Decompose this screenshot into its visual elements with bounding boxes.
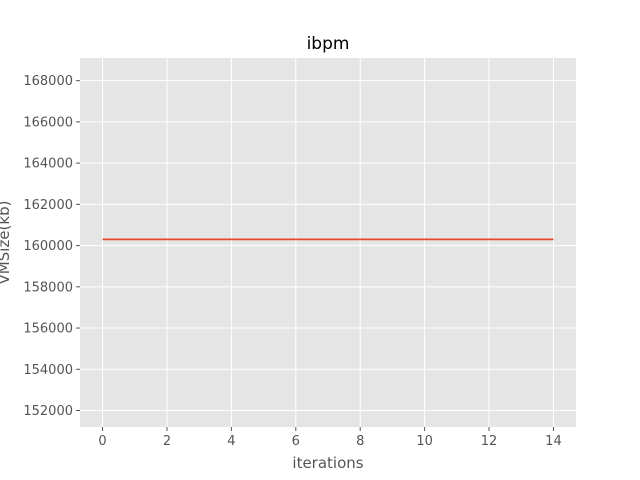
x-tick-label: 0: [98, 434, 106, 449]
y-tick-label: 158000: [23, 280, 73, 295]
axis-ticks: 0 2 4 6 8 10 12 14 152000 154000 156000 158000 16000…: [23, 74, 561, 449]
chart-title: ibpm: [307, 34, 350, 54]
y-tick-label: 156000: [23, 322, 73, 337]
x-tick-label: 4: [227, 434, 235, 449]
x-tick-label: 12: [481, 434, 498, 449]
x-tick-label: 10: [416, 434, 433, 449]
x-tick-label: 6: [292, 434, 300, 449]
x-tick-label: 8: [356, 434, 364, 449]
grid: [80, 58, 576, 427]
y-tick-label: 154000: [23, 363, 73, 378]
y-tick-label: 168000: [23, 74, 73, 89]
x-axis-label: iterations: [292, 454, 363, 472]
y-tick-label: 152000: [23, 404, 73, 419]
plot-background: [80, 58, 576, 427]
x-tick-label: 14: [545, 434, 562, 449]
y-tick-label: 160000: [23, 239, 73, 254]
x-tick-label: 2: [163, 434, 171, 449]
y-tick-label: 166000: [23, 115, 73, 130]
y-tick-label: 164000: [23, 157, 73, 172]
y-tick-label: 162000: [23, 198, 73, 213]
y-axis-label: VMSize(kb): [0, 201, 13, 285]
